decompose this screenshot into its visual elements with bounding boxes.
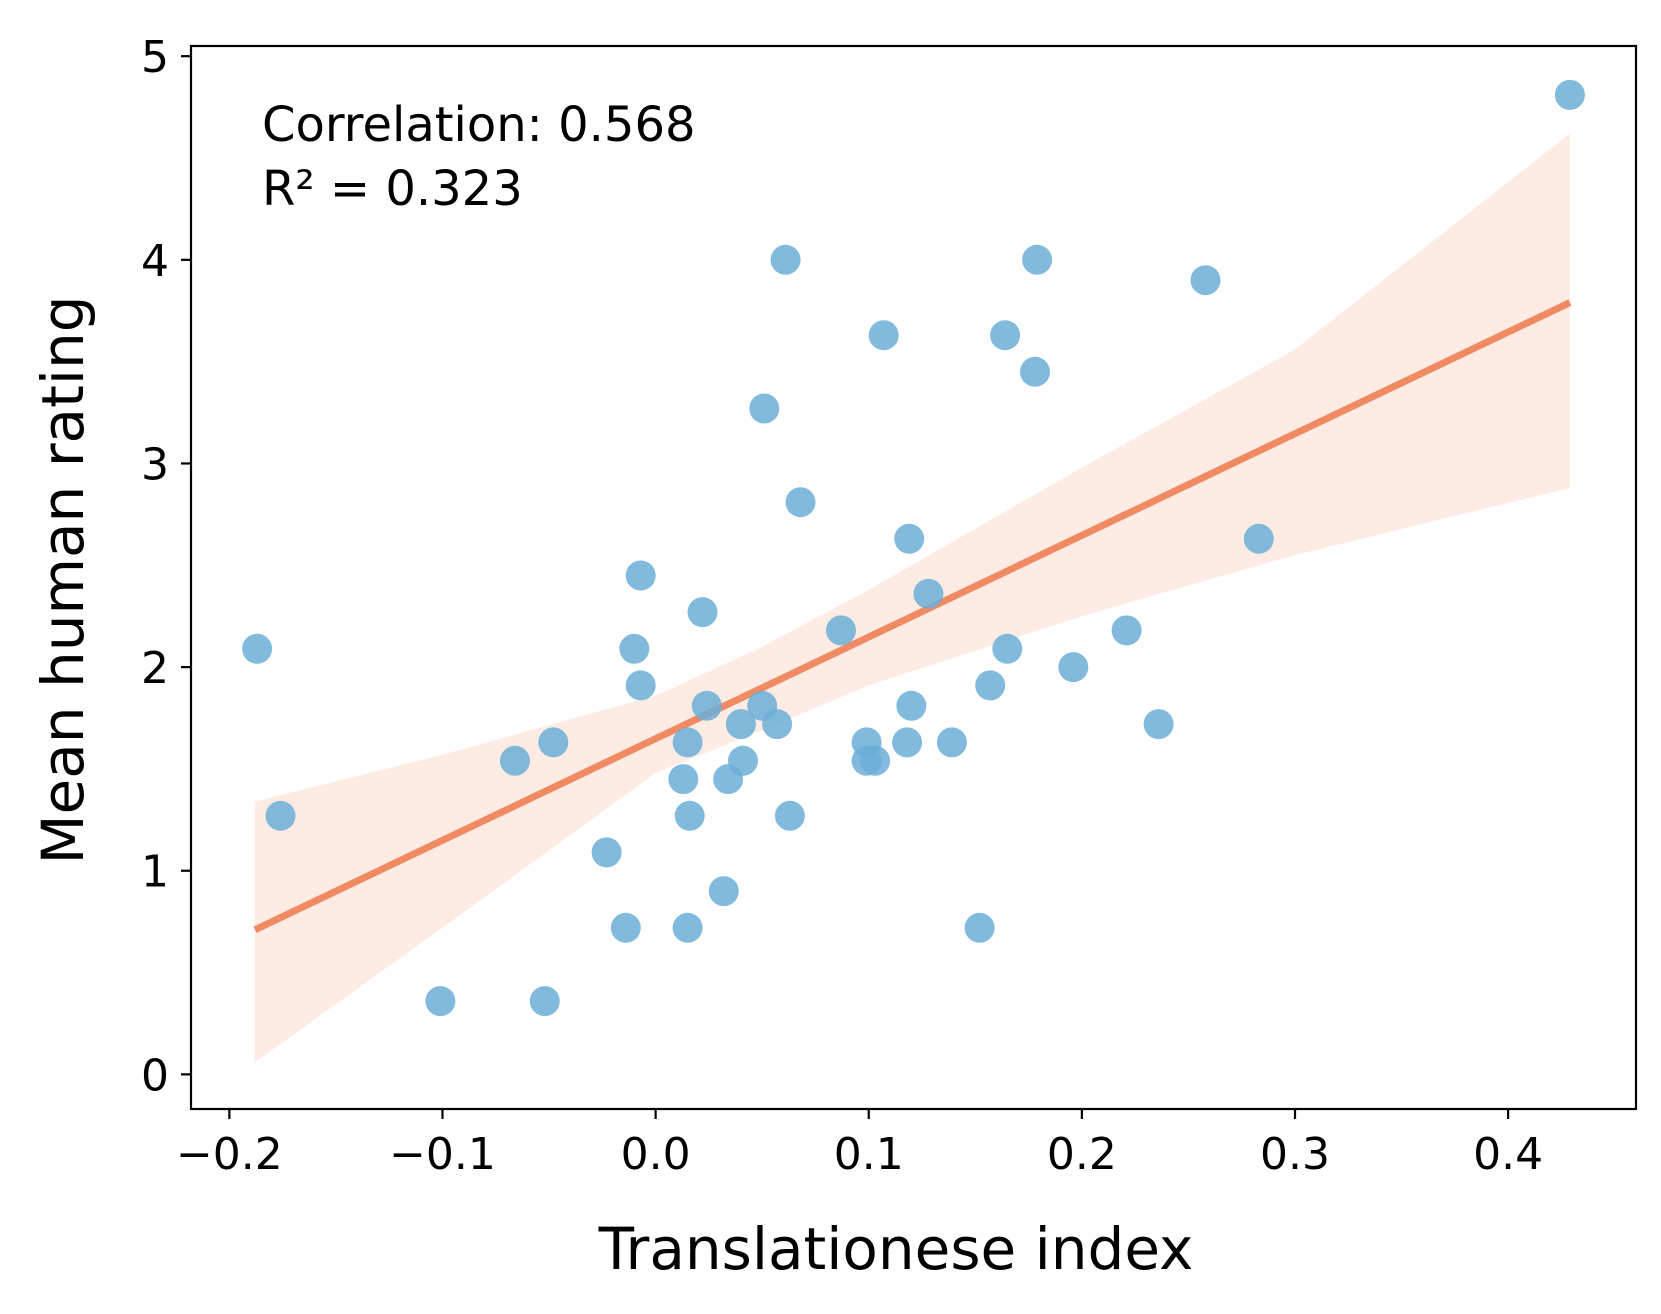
y-tick-label: 2 [141,643,169,694]
confidence-band [254,133,1570,1063]
data-point [265,800,296,831]
x-tick-label: 0.2 [1047,1129,1117,1180]
data-point [708,876,739,907]
data-point [1111,615,1142,646]
data-point [990,320,1021,351]
data-point [668,764,699,795]
y-tick-label: 0 [141,1050,169,1101]
x-axis-label: Translationese index [598,1215,1194,1283]
data-point [896,690,927,721]
data-point [913,578,944,609]
data-point [687,597,718,628]
y-tick-label: 5 [141,32,169,83]
x-tick-label: 0.0 [621,1129,691,1180]
confidence-band-layer [254,133,1570,1063]
y-axis-label: Mean human rating [29,295,97,864]
y-tick-label: 1 [141,847,169,898]
data-point [1020,356,1050,387]
data-point [749,393,780,424]
data-point [1554,79,1585,110]
data-point [591,837,622,868]
data-point [674,800,705,831]
x-tick-label: −0.2 [176,1129,283,1180]
data-point [1058,652,1089,683]
data-point [826,615,856,646]
data-point [728,745,758,776]
data-point [619,633,650,664]
data-point [672,727,703,758]
x-tick-label: 0.1 [834,1129,904,1180]
data-point [936,727,967,758]
data-point [892,727,923,758]
axes-layer: −0.2 −0.1 0.0 0.1 0.2 0.3 0.4 0 1 2 3 4 5 [141,32,1638,1180]
data-point [770,244,801,275]
data-point [975,670,1006,701]
correlation-annotation: Correlation: 0.568 [262,97,696,153]
r-squared-annotation: R² = 0.323 [262,161,523,217]
regression-line [253,299,1572,933]
data-point [625,670,656,701]
plot-frame [189,44,1638,1111]
data-point [894,523,925,554]
data-point [964,912,995,943]
data-point [860,745,891,776]
x-tick-label: 0.4 [1473,1129,1543,1180]
data-point [1190,265,1221,296]
y-tick-label: 3 [141,439,169,490]
points-layer [242,79,1585,1017]
x-tick-label: 0.3 [1260,1129,1330,1180]
data-point [785,487,816,518]
data-point [672,912,703,943]
x-tick-label: −0.1 [389,1129,496,1180]
data-point [691,690,722,721]
data-point [500,745,530,776]
data-point [725,709,756,740]
data-point [762,709,793,740]
data-point [1243,523,1274,554]
data-point [868,320,899,351]
fit-line-layer [253,299,1572,933]
data-point [1143,709,1174,740]
y-tick-label: 4 [141,236,169,287]
data-point [425,986,456,1017]
data-point [774,800,805,831]
data-point [1022,244,1053,275]
data-point [529,986,560,1017]
data-point [992,633,1023,664]
data-point [625,560,656,591]
data-point [242,633,273,664]
data-point [610,912,641,943]
data-point [538,727,569,758]
